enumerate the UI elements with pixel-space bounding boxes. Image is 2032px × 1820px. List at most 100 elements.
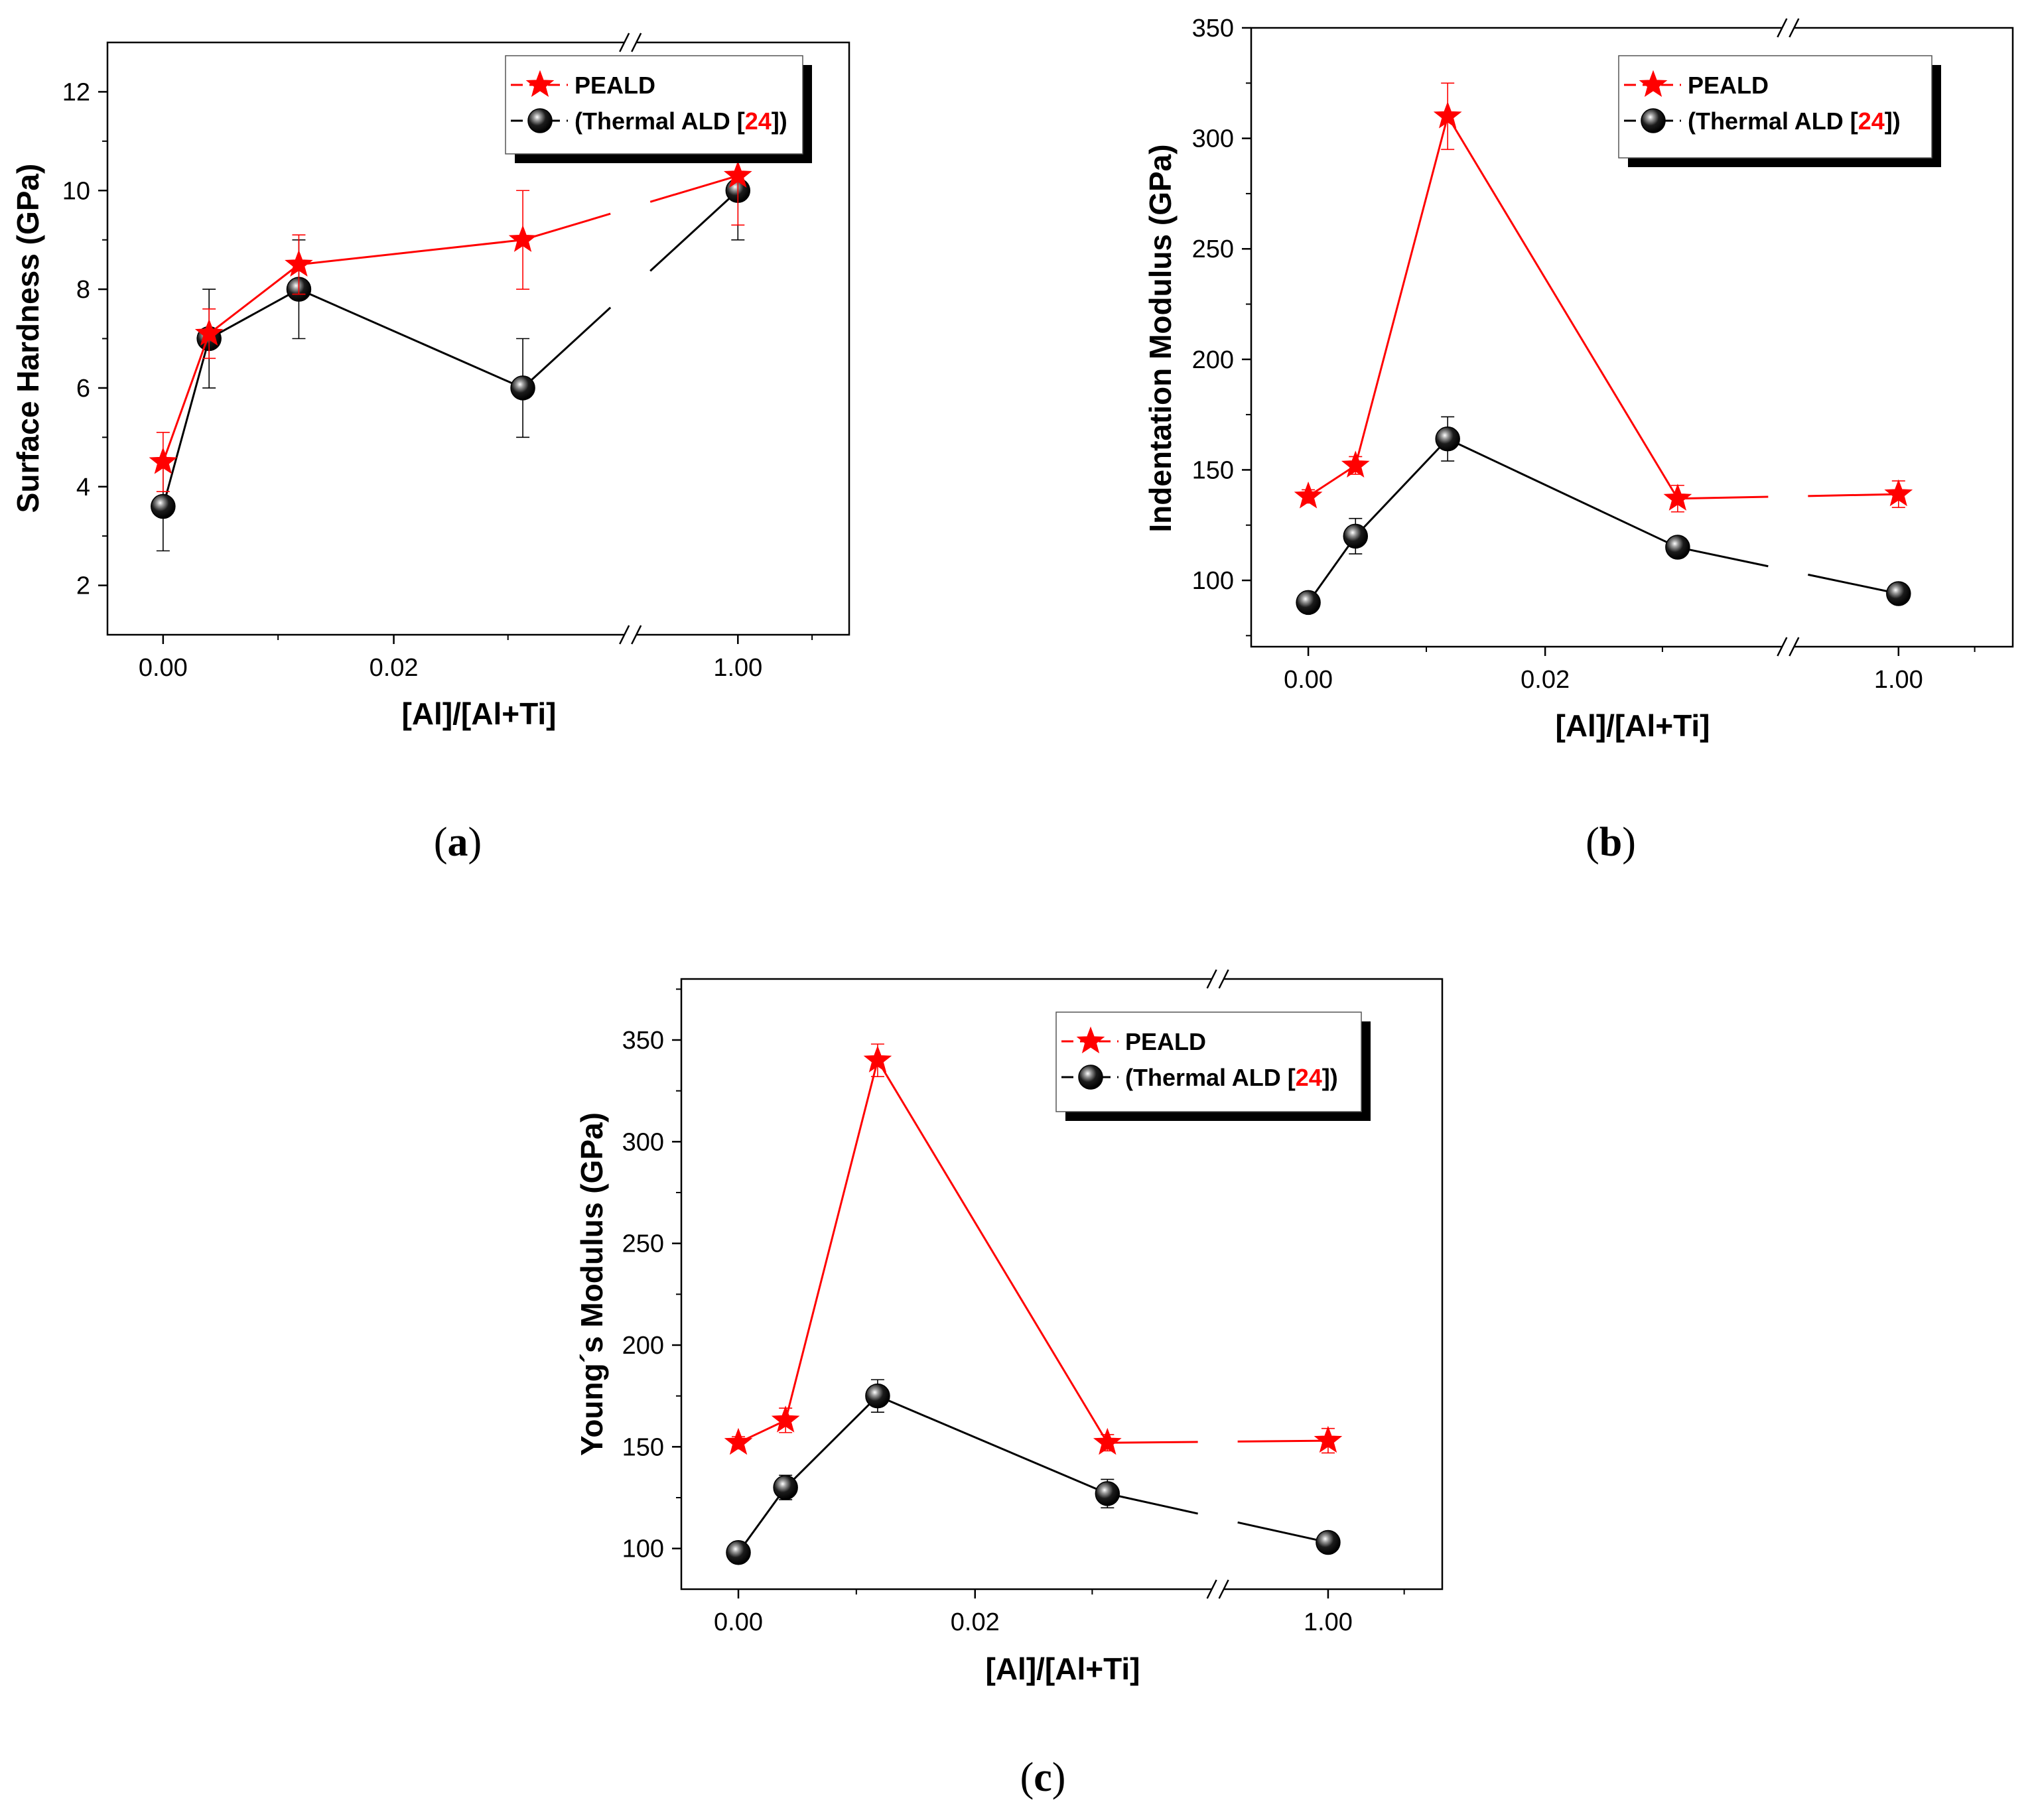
y-tick-label: 250: [622, 1230, 664, 1258]
x-tick-label: 0.00: [1284, 666, 1333, 694]
thermal-sphere-marker: [726, 1540, 751, 1565]
x-tick-label: 0.02: [370, 654, 419, 682]
peald-star-marker: [1663, 484, 1692, 511]
panel-label: (c): [1020, 1755, 1066, 1800]
x-tick-label: 1.00: [713, 654, 762, 682]
y-tick-label: 10: [62, 177, 90, 205]
axis-break-mark: [1789, 18, 1800, 38]
axis-break-mark: [1777, 18, 1788, 38]
y-tick-label: 150: [622, 1433, 664, 1461]
peald-star-marker: [285, 249, 313, 277]
y-tick-label: 2: [76, 572, 90, 600]
peald-star-marker: [723, 161, 752, 188]
peald-star-marker: [194, 318, 224, 346]
legend-thermal-prefix: (Thermal ALD [: [575, 107, 745, 135]
axis-break-gap: [624, 632, 637, 637]
legend-thermal-ref: 24: [1296, 1064, 1322, 1091]
x-tick-label: 0.02: [951, 1608, 1000, 1636]
panel-label-close: ): [1052, 1755, 1066, 1800]
legend-thermal-prefix: (Thermal ALD [: [1125, 1064, 1296, 1091]
peald-star-marker: [149, 447, 178, 474]
legend-thermal-label: (Thermal ALD [24]): [575, 107, 787, 135]
y-tick-label: 350: [622, 1027, 664, 1055]
chart-panel-c: 100 150 200 250 300 350 0.00 0.02 1.00 [Al]/[Al+T…: [575, 969, 1444, 1800]
series-line: [208, 288, 300, 340]
legend-thermal-label: (Thermal ALD [24]): [1125, 1064, 1338, 1091]
y-tick-label: 4: [76, 474, 90, 501]
y-tick-label: 100: [622, 1535, 664, 1563]
series-line: [784, 1060, 879, 1421]
series-line: [1447, 438, 1678, 549]
series-line: [522, 306, 612, 389]
peald-star-marker: [863, 1045, 892, 1072]
axis-break-mark: [1218, 969, 1229, 989]
thermal-sphere-marker: [1095, 1481, 1120, 1506]
thermal-sphere-marker: [1665, 535, 1690, 560]
panel-label-open: (: [1020, 1755, 1034, 1800]
legend-peald-label: PEALD: [575, 72, 655, 99]
legend-thermal-suffix: ]): [772, 107, 787, 135]
panel-label-letter: a: [448, 820, 468, 865]
legend-box: [1618, 55, 1932, 159]
y-tick-label: 300: [622, 1128, 664, 1156]
thermal-sphere-marker: [151, 493, 176, 519]
thermal-sphere-marker: [1316, 1529, 1341, 1555]
peald-star-marker: [508, 225, 537, 252]
x-axis-title: [Al]/[Al+Ti]: [986, 1652, 1140, 1686]
panel-label: (a): [434, 820, 482, 865]
series-line: [162, 338, 210, 507]
axis-break-gap: [624, 40, 637, 45]
series-line: [1107, 1441, 1198, 1444]
y-tick-label: 200: [622, 1332, 664, 1360]
series-line: [522, 212, 611, 241]
x-tick-label: 0.02: [1521, 666, 1570, 694]
y-tick-label: 200: [1192, 346, 1234, 374]
legend-thermal-ref: 24: [1858, 107, 1885, 135]
x-axis-title: [Al]/[Al+Ti]: [402, 696, 557, 731]
legend-thermal-sphere: [1078, 1065, 1103, 1090]
peald-star-marker: [1884, 479, 1913, 507]
legend-thermal-prefix: (Thermal ALD [: [1688, 107, 1858, 135]
panel-label-close: ): [1622, 820, 1636, 865]
thermal-sphere-marker: [1886, 581, 1911, 606]
thermal-sphere-marker: [865, 1383, 890, 1409]
legend-peald-star: [1639, 70, 1668, 98]
axis-break-gap: [1782, 644, 1795, 649]
y-tick-label: 6: [76, 375, 90, 403]
thermal-sphere-marker: [1343, 523, 1369, 549]
x-tick-label: 1.00: [1874, 666, 1923, 694]
y-tick-label: 100: [1192, 567, 1234, 595]
axis-break-mark: [619, 625, 630, 645]
axis-break-gap: [1211, 1587, 1224, 1592]
legend-box: [1055, 1011, 1362, 1112]
axis-break-mark: [1789, 637, 1800, 657]
peald-star-marker: [771, 1405, 800, 1433]
series-line: [1354, 115, 1449, 466]
plot-frame: [1250, 27, 2014, 648]
axis-break-mark: [1206, 969, 1217, 989]
peald-star-marker: [1341, 450, 1370, 478]
series-line: [1808, 493, 1899, 497]
y-tick-label: 12: [62, 78, 90, 106]
thermal-sphere-marker: [1435, 426, 1460, 452]
series-line: [1237, 1521, 1329, 1543]
peald-star-marker: [1314, 1425, 1343, 1453]
series-line: [298, 288, 523, 389]
axis-break-gap: [1211, 976, 1224, 982]
thermal-sphere-marker: [1296, 590, 1321, 616]
legend-thermal-sphere: [1641, 108, 1666, 133]
x-tick-label: 0.00: [139, 654, 188, 682]
series-line: [162, 333, 210, 463]
axis-break-mark: [1777, 637, 1788, 657]
y-tick-label: 350: [1192, 15, 1234, 42]
y-tick-label: 300: [1192, 125, 1234, 153]
series-line: [1677, 495, 1769, 500]
legend-thermal-suffix: ]): [1885, 107, 1901, 135]
panel-label-letter: b: [1599, 820, 1622, 865]
series-line: [785, 1395, 878, 1488]
legend-thermal-suffix: ]): [1322, 1064, 1338, 1091]
axis-break-mark: [1206, 1579, 1217, 1599]
